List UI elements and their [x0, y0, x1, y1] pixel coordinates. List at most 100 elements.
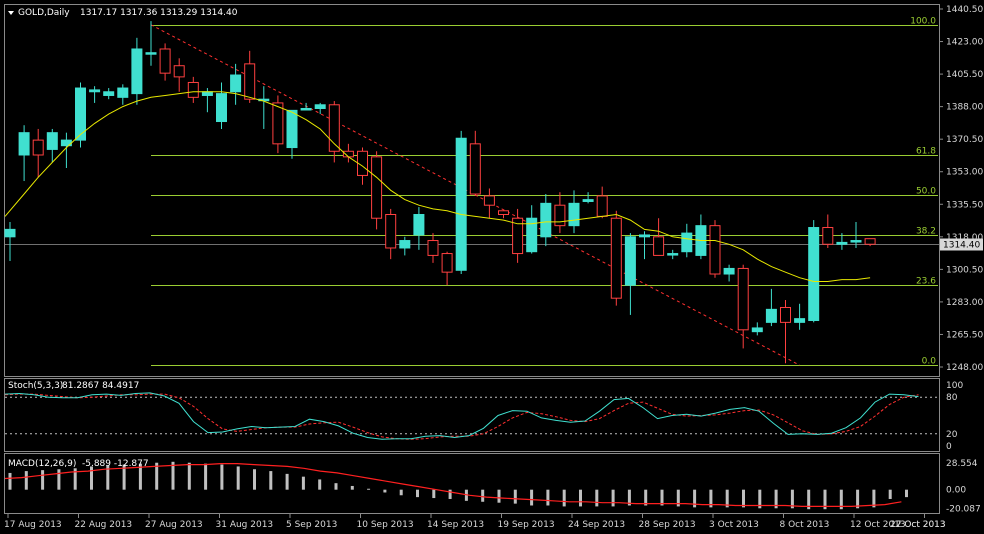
candle-body: [286, 109, 298, 149]
candle-body: [18, 132, 30, 156]
candle-body: [32, 139, 44, 156]
price-tick-label: 1283.00: [946, 298, 983, 308]
candle-body: [413, 214, 425, 236]
candle-body: [201, 91, 213, 96]
candle-body: [230, 74, 242, 93]
macd-histogram-bar: [269, 471, 273, 490]
price-tick-label: 1388.00: [946, 103, 983, 113]
price-tick-label: 1370.50: [946, 135, 983, 145]
dropdown-arrow-icon[interactable]: [8, 11, 14, 15]
stoch-panel-frame: [4, 378, 940, 452]
time-tick-label: 28 Sep 2013: [639, 520, 696, 530]
macd-histogram-bar: [220, 464, 224, 490]
time-tick-label: 22 Aug 2013: [75, 520, 133, 530]
macd-histogram-bar: [399, 489, 403, 496]
candle-body: [145, 52, 157, 55]
fib-level-label: 100.0: [910, 17, 936, 27]
candle-body: [554, 204, 566, 227]
macd-panel-frame: [4, 453, 940, 514]
candle-body: [385, 214, 397, 249]
fib-level-label: 61.8: [916, 147, 936, 157]
fib-level-label: 23.6: [916, 277, 936, 287]
time-axis: 17 Aug 2013 22 Aug 2013 27 Aug 2013 31 Aug …: [4, 514, 946, 530]
macd-histogram-bar: [839, 489, 843, 510]
macd-histogram-bar: [888, 489, 892, 499]
macd-histogram-bar: [367, 488, 371, 490]
price-panel-frame: [4, 4, 940, 377]
candle-body: [610, 217, 622, 299]
macd-histogram-bar: [8, 472, 12, 490]
macd-histogram-bar: [24, 471, 28, 490]
macd-histogram-bar: [187, 462, 191, 490]
candle-body: [187, 81, 199, 98]
macd-histogram-bar: [660, 489, 664, 506]
candle-body: [483, 195, 495, 206]
candle-body: [159, 48, 171, 74]
candle-body: [639, 234, 650, 238]
stoch-tick-label: 80: [946, 393, 958, 403]
candle-body: [780, 306, 791, 323]
time-tick-label: 5 Sep 2013: [286, 520, 337, 530]
candle-body: [469, 143, 481, 195]
macd-histogram-bar: [774, 489, 778, 509]
time-tick-label: 17 Aug 2013: [4, 520, 62, 530]
candle-body: [103, 91, 115, 96]
candle-body: [117, 87, 129, 98]
fibonacci-retracement: 100.0 61.8 50.0 38.2 23.6 0.0: [151, 17, 938, 367]
candle-body: [681, 232, 693, 253]
macd-histogram-bar: [41, 470, 45, 490]
price-tick-label: 1300.50: [946, 265, 983, 275]
candle-body: [808, 227, 820, 322]
candle-body: [173, 65, 185, 78]
macd-histogram-bar: [318, 479, 322, 490]
price-tick-label: 1405.50: [946, 70, 983, 80]
stoch-tick-label: 0: [946, 442, 952, 452]
candle-body: [582, 199, 594, 202]
price-tick-label: 1353.00: [946, 168, 983, 178]
candle-body: [441, 253, 453, 273]
candle-body: [216, 93, 227, 123]
candle-body: [427, 240, 439, 256]
candle-body: [498, 210, 509, 216]
macd-histogram-bar: [171, 461, 175, 490]
fib-level-label: 50.0: [916, 187, 936, 197]
price-tick-label: 1265.50: [946, 330, 983, 340]
macd-histogram-bar: [106, 465, 110, 490]
macd-histogram-bar: [758, 489, 762, 509]
price-tick-label: 1440.50: [946, 5, 983, 15]
time-tick-label: 27 Aug 2013: [145, 520, 203, 530]
candle-body: [568, 202, 580, 227]
macd-values: -5.889 -12.877: [82, 459, 149, 469]
time-tick-label: 19 Sep 2013: [498, 520, 555, 530]
macd-histogram-bar: [823, 489, 827, 510]
current-price-tag: [940, 238, 983, 251]
macd-histogram-bar: [301, 476, 305, 490]
macd-tick-label: 0.00: [946, 486, 966, 496]
time-tick-label: 14 Sep 2013: [427, 520, 484, 530]
fib-level-label: 0.0: [922, 357, 937, 367]
candle-body: [723, 267, 735, 275]
candles: [4, 21, 876, 364]
stoch-tick-label: 100: [946, 381, 963, 391]
macd-histogram-bar: [204, 463, 208, 490]
candle-body: [328, 104, 340, 152]
candle-body: [709, 225, 721, 275]
candle-body: [737, 267, 749, 331]
macd-histogram-bar: [676, 489, 680, 507]
candle-body: [596, 195, 608, 217]
time-tick-label: 17 Oct 2013: [890, 520, 946, 530]
macd-histogram-bar: [253, 469, 256, 490]
candle-body: [624, 236, 636, 286]
candle-body: [864, 238, 876, 245]
macd-tick-label: -20.087: [946, 504, 981, 514]
macd-histogram-bar: [807, 489, 811, 510]
candle-body: [540, 202, 552, 238]
macd-histogram-bar: [905, 489, 908, 498]
ohlc-values: 1317.17 1317.36 1313.29 1314.40: [80, 8, 238, 18]
macd-histogram-bar: [579, 489, 582, 507]
macd-histogram-bar: [790, 489, 794, 509]
macd-histogram-bar: [513, 489, 517, 504]
trend-line-group: [5, 24, 939, 366]
candle-body: [836, 241, 848, 245]
candle-body: [751, 327, 763, 333]
